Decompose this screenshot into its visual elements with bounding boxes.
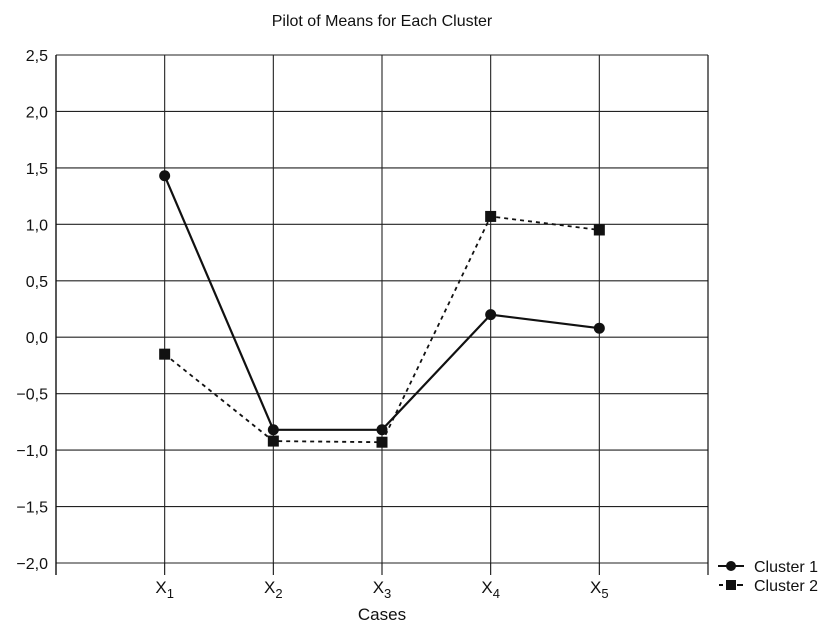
y-tick-label: −2,0 [16, 556, 48, 573]
x-tick-label: X1 [155, 578, 174, 601]
legend-label: Cluster 2 [754, 578, 818, 595]
y-tick-label: −1,0 [16, 443, 48, 460]
x-tick-label: X5 [590, 578, 609, 601]
series-1 [159, 170, 605, 436]
data-point [267, 424, 279, 436]
y-tick-label: 0,0 [26, 330, 48, 347]
series-layer [159, 170, 605, 448]
legend: Cluster 1 Cluster 2 [718, 559, 818, 595]
grid [56, 54, 708, 564]
chart-title: Pilot of Means for Each Cluster [272, 13, 493, 30]
legend-item: Cluster 1 [718, 559, 818, 576]
y-tick-label: −1,5 [16, 500, 48, 517]
legend-marker [726, 580, 736, 590]
y-tick-label: 1,5 [26, 161, 48, 178]
y-tick-label: −0,5 [16, 387, 48, 404]
x-axis-title: Cases [358, 605, 406, 624]
data-point [159, 170, 171, 182]
legend-label: Cluster 1 [754, 559, 818, 576]
x-tick-label: X4 [481, 578, 500, 601]
axes: 2,5 2,0 1,5 1,0 0,5 0,0 −0,5 −1,0 −1,5 −2,0 X1 X2 X3… [16, 48, 709, 601]
data-point [485, 309, 497, 321]
data-point [485, 210, 497, 222]
x-tick-label: X2 [264, 578, 283, 601]
data-point [267, 435, 279, 447]
data-point [593, 322, 605, 334]
y-tick-label: 0,5 [26, 274, 48, 291]
y-tick-label: 1,0 [26, 217, 48, 234]
legend-item: Cluster 2 [719, 578, 818, 595]
data-point [376, 424, 388, 436]
series-2 [159, 210, 605, 448]
data-point [159, 348, 171, 360]
data-point [593, 224, 605, 236]
x-tick-label: X3 [373, 578, 392, 601]
y-tick-label: 2,5 [26, 48, 48, 65]
legend-marker [726, 561, 736, 571]
y-tick-label: 2,0 [26, 104, 48, 121]
data-point [376, 436, 388, 448]
